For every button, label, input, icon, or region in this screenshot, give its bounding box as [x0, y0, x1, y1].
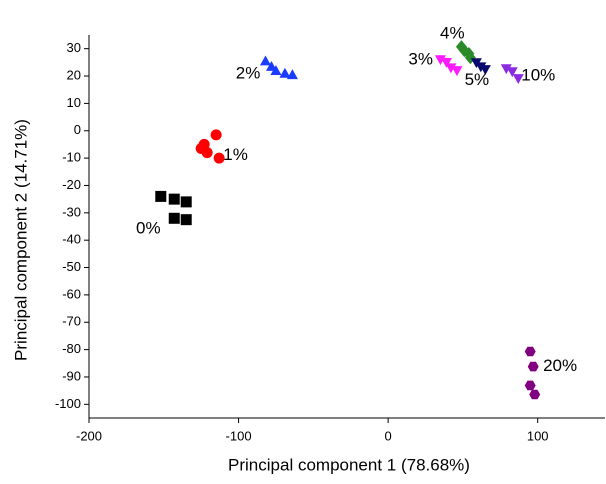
point — [524, 346, 536, 357]
y-tick-label: 10 — [67, 95, 81, 110]
x-tick-label: 0 — [385, 428, 392, 443]
point — [279, 67, 291, 78]
y-tick-label: -40 — [62, 232, 81, 247]
point — [500, 64, 512, 75]
y-tick-label: 20 — [67, 67, 81, 82]
point — [527, 361, 539, 372]
point — [524, 380, 536, 391]
series-label: 1% — [223, 145, 248, 164]
x-tick-label: 100 — [527, 428, 549, 443]
point — [210, 129, 222, 141]
y-tick-label: -20 — [62, 177, 81, 192]
series-label: 3% — [408, 50, 433, 69]
point — [195, 143, 207, 155]
y-tick-label: -100 — [55, 396, 81, 411]
y-tick-label: -70 — [62, 314, 81, 329]
point — [440, 57, 452, 68]
point — [512, 74, 524, 84]
point — [213, 152, 225, 164]
series-label: 0% — [136, 219, 161, 238]
point — [458, 43, 470, 58]
point — [479, 65, 491, 75]
point — [168, 212, 180, 224]
y-tick-label: -50 — [62, 259, 81, 274]
series-label: 5% — [465, 70, 490, 89]
x-axis-title: Principal component 1 (78.68%) — [228, 455, 470, 474]
y-tick-label: -60 — [62, 286, 81, 301]
point — [475, 62, 487, 73]
point — [259, 55, 271, 66]
series-label: 4% — [440, 24, 465, 43]
point — [286, 69, 298, 80]
y-axis-title: Principal component 2 (14.71%) — [11, 119, 30, 361]
point — [445, 63, 457, 74]
x-tick-label: -100 — [226, 428, 252, 443]
series-label: 20% — [543, 356, 577, 375]
point — [180, 196, 192, 208]
series-label: 2% — [236, 64, 261, 83]
point — [168, 193, 180, 205]
series-label: 10% — [521, 65, 555, 84]
point — [270, 65, 282, 75]
point — [506, 67, 518, 78]
point — [529, 389, 541, 400]
y-tick-label: -30 — [62, 204, 81, 219]
point — [451, 66, 463, 77]
point — [434, 55, 446, 66]
y-tick-label: -80 — [62, 341, 81, 356]
point — [180, 214, 192, 226]
point — [155, 190, 167, 202]
y-tick-label: -10 — [62, 150, 81, 165]
x-tick-label: -200 — [76, 428, 102, 443]
y-tick-label: -90 — [62, 368, 81, 383]
y-tick-label: 0 — [74, 122, 81, 137]
y-tick-label: 30 — [67, 40, 81, 55]
